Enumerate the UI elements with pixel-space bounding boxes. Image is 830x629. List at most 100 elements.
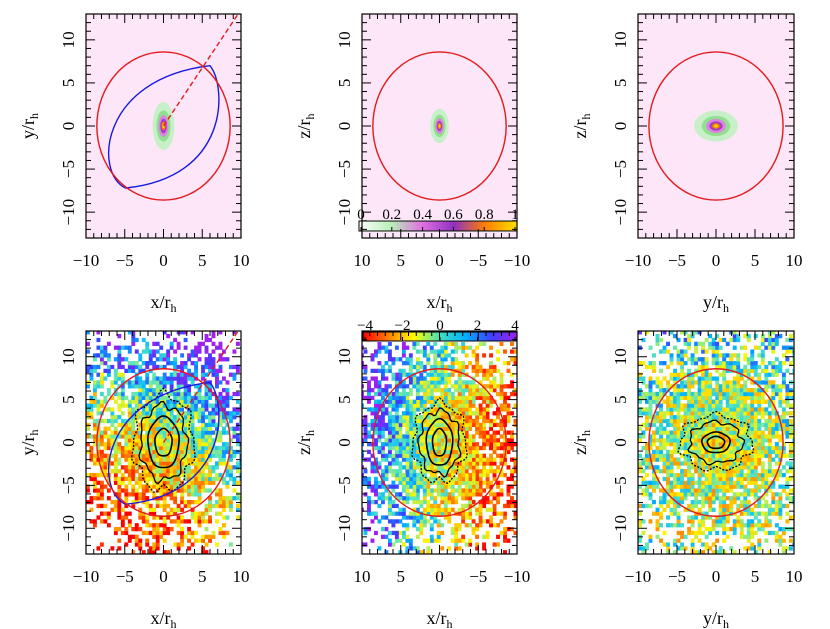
- heatmap-cell: [113, 426, 118, 431]
- heatmap-cell: [729, 438, 734, 443]
- heatmap-cell: [440, 422, 445, 428]
- heatmap-cell: [489, 507, 493, 512]
- heatmap-cell: [722, 503, 727, 509]
- heatmap-cell: [443, 422, 448, 428]
- heatmap-cell: [215, 519, 219, 524]
- heatmap-cell: [162, 403, 167, 408]
- heatmap-cell: [718, 395, 723, 401]
- heatmap-cell: [475, 472, 480, 478]
- heatmap-cell: [401, 345, 406, 350]
- heatmap-cell: [176, 380, 181, 385]
- heatmap-cell: [638, 523, 642, 528]
- heatmap-cell: [394, 380, 399, 385]
- heatmap-cell: [169, 511, 174, 516]
- heatmap-cell: [117, 461, 122, 466]
- heatmap-cell: [155, 469, 160, 474]
- heatmap-cell: [704, 376, 709, 381]
- heatmap-cell: [208, 361, 212, 366]
- heatmap-cell: [743, 546, 748, 551]
- heatmap-cell: [690, 476, 695, 482]
- heatmap-cell: [708, 530, 713, 536]
- heatmap-cell: [701, 384, 706, 389]
- heatmap-cell: [180, 465, 185, 470]
- x-tick-label: 5: [198, 567, 207, 586]
- heatmap-cell: [464, 399, 469, 404]
- heatmap-cell: [489, 453, 493, 458]
- heatmap-cell: [408, 546, 413, 551]
- heatmap-cell: [127, 426, 132, 431]
- heatmap-cell: [204, 403, 209, 408]
- heatmap-cell: [638, 388, 642, 393]
- heatmap-cell: [743, 380, 748, 385]
- density-core: [438, 124, 441, 128]
- heatmap-cell: [387, 442, 392, 447]
- heatmap-cell: [232, 411, 237, 416]
- heatmap-cell: [141, 395, 146, 401]
- heatmap-cell: [711, 550, 716, 554]
- heatmap-cell: [652, 434, 656, 439]
- heatmap-cell: [732, 453, 737, 458]
- heatmap-cell: [482, 546, 487, 551]
- heatmap-cell: [92, 388, 97, 393]
- heatmap-cell: [218, 438, 223, 443]
- heatmap-cell: [412, 403, 417, 408]
- heatmap-cell: [183, 364, 188, 370]
- heatmap-cell: [183, 403, 188, 408]
- heatmap-cell: [666, 380, 670, 385]
- heatmap-cell: [722, 426, 727, 431]
- heatmap-cell: [743, 364, 748, 370]
- heatmap-cell: [173, 542, 178, 547]
- heatmap-cell: [183, 415, 188, 420]
- heatmap-cell: [169, 388, 174, 393]
- heatmap-cell: [218, 403, 223, 408]
- heatmap-cell: [166, 411, 171, 416]
- heatmap-cell: [127, 534, 132, 539]
- heatmap-cell: [673, 438, 678, 443]
- heatmap-cell: [641, 395, 646, 401]
- heatmap-cell: [103, 376, 108, 381]
- heatmap-cell: [152, 546, 157, 551]
- heatmap-cell: [166, 349, 171, 354]
- heatmap-cell: [124, 445, 129, 451]
- heatmap-cell: [180, 411, 185, 416]
- heatmap-cell: [475, 465, 480, 470]
- heatmap-cell: [739, 469, 744, 474]
- heatmap-cell: [715, 403, 720, 408]
- heatmap-cell: [173, 337, 178, 343]
- colorbar-tick-label: 0: [436, 318, 444, 334]
- heatmap-cell: [215, 368, 219, 373]
- heatmap-cell: [725, 469, 730, 474]
- heatmap-cell: [367, 388, 371, 393]
- heatmap-cell: [461, 395, 466, 401]
- heatmap-cell: [739, 426, 744, 431]
- heatmap-cell: [201, 465, 205, 470]
- heatmap-cell: [461, 472, 466, 478]
- heatmap-cell: [412, 469, 417, 474]
- heatmap-cell: [454, 523, 459, 528]
- heatmap-cell: [103, 453, 108, 458]
- heatmap-cell: [208, 403, 212, 408]
- heatmap-cell: [433, 368, 438, 373]
- heatmap-cell: [183, 418, 188, 424]
- heatmap-cell: [433, 503, 438, 509]
- heatmap-cell: [211, 465, 216, 470]
- heatmap-cell: [440, 380, 445, 385]
- heatmap-cell: [468, 472, 473, 478]
- heatmap-cell: [440, 391, 445, 397]
- heatmap-cell: [113, 461, 118, 466]
- heatmap-cell: [120, 472, 125, 478]
- heatmap-cell: [722, 526, 727, 532]
- heatmap-cell: [201, 453, 205, 458]
- heatmap-cell: [176, 341, 181, 346]
- heatmap-cell: [415, 476, 420, 482]
- heatmap-cell: [471, 461, 476, 466]
- heatmap-cell: [412, 465, 417, 470]
- density-contour: [417, 407, 462, 478]
- heatmap-cell: [197, 430, 202, 435]
- heatmap-cell: [138, 434, 143, 439]
- heatmap-cell: [124, 418, 129, 424]
- heatmap-cell: [440, 499, 445, 505]
- heatmap-cell: [680, 403, 685, 408]
- heatmap-cell: [503, 445, 507, 451]
- heatmap-cell: [384, 442, 389, 447]
